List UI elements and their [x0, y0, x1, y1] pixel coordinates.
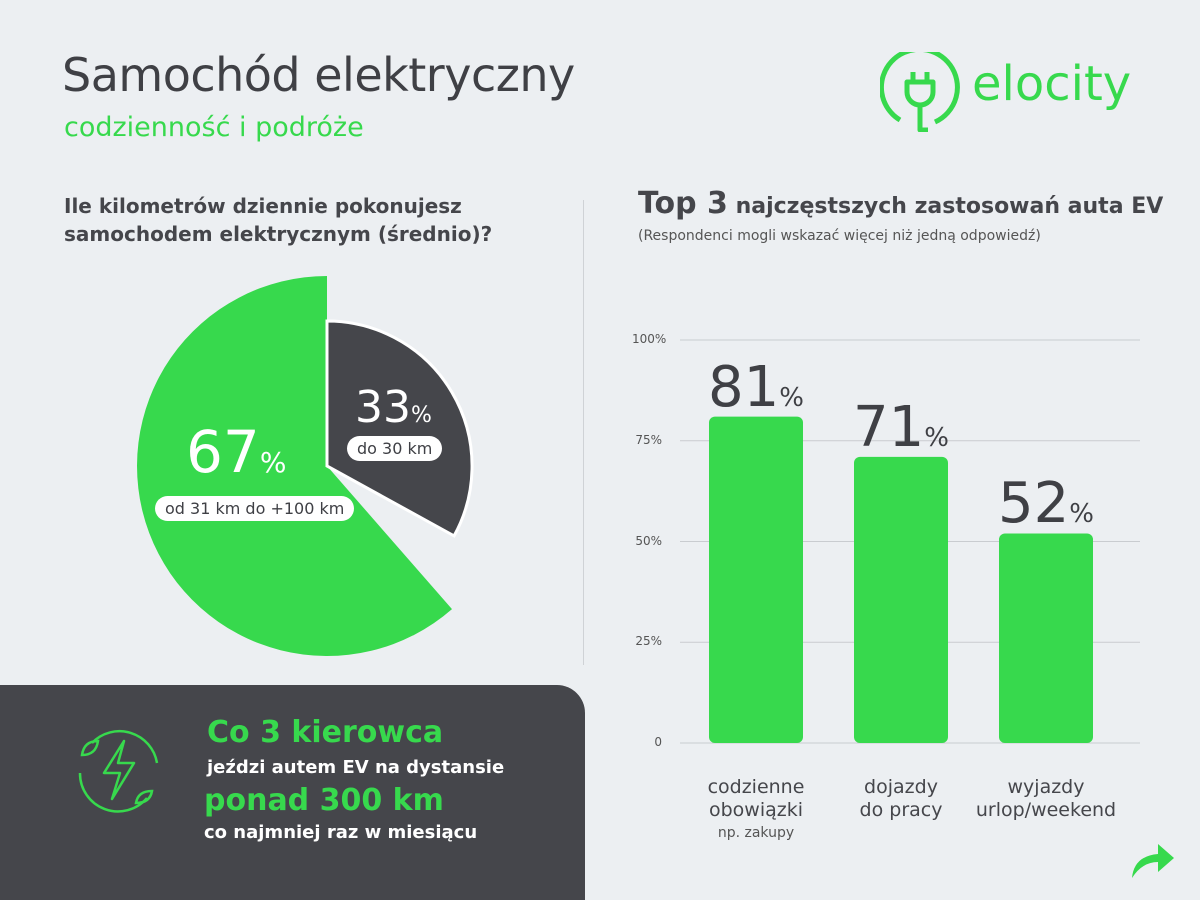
bar-title: Top 3 najczęstszych zastosowań auta EV: [638, 186, 1164, 221]
bar-subtitle: (Respondenci mogli wskazać więcej niż je…: [638, 228, 1041, 244]
y-tick-label: 100%: [632, 332, 667, 346]
x-category-label: wyjazdy urlop/weekend: [975, 776, 1117, 821]
pie-label-dark: do 30 km: [347, 436, 443, 461]
x-category-label: codzienne obowiązki np. zakupy: [707, 776, 805, 841]
pie-value-dark: 33%: [355, 382, 432, 433]
bar-value-label: 81%: [708, 354, 804, 420]
share-arrow-icon[interactable]: [1128, 838, 1178, 882]
logo-text: elocity: [972, 56, 1132, 112]
pie-value-green: 67%: [186, 418, 287, 486]
pie-slice-dark: [325, 319, 474, 538]
bar: [709, 416, 803, 743]
pie-question: Ile kilometrów dziennie pokonujesz samoc…: [64, 194, 493, 246]
bar-value-label: 52%: [998, 471, 1094, 537]
bar: [999, 533, 1093, 743]
info-panel: Co 3 kierowca jeździ autem EV na dystans…: [0, 685, 585, 900]
pie-chart: [137, 276, 474, 656]
page-subtitle: codzienność i podróże: [64, 112, 364, 143]
panel-line3: ponad 300 km: [204, 783, 444, 818]
pie-label-green: od 31 km do +100 km: [155, 496, 355, 521]
page-title: Samochód elektryczny: [62, 48, 575, 102]
bar-value-label: 71%: [853, 394, 949, 460]
y-tick-label: 50%: [635, 533, 662, 548]
elocity-logo: elocity: [878, 46, 1132, 133]
divider: [583, 200, 584, 665]
panel-line1: Co 3 kierowca: [207, 715, 444, 750]
y-tick-label: 0: [654, 735, 662, 749]
panel-line2: jeździ autem EV na dystansie: [207, 757, 505, 778]
y-tick-label: 25%: [635, 634, 662, 649]
pie-slice-green: [137, 276, 452, 656]
lightning-leaves-icon: [78, 729, 159, 813]
x-category-label: dojazdy do pracy: [859, 776, 943, 821]
panel-line4: co najmniej raz w miesiącu: [204, 822, 478, 843]
bar: [854, 456, 948, 743]
y-tick-label: 75%: [635, 432, 662, 447]
